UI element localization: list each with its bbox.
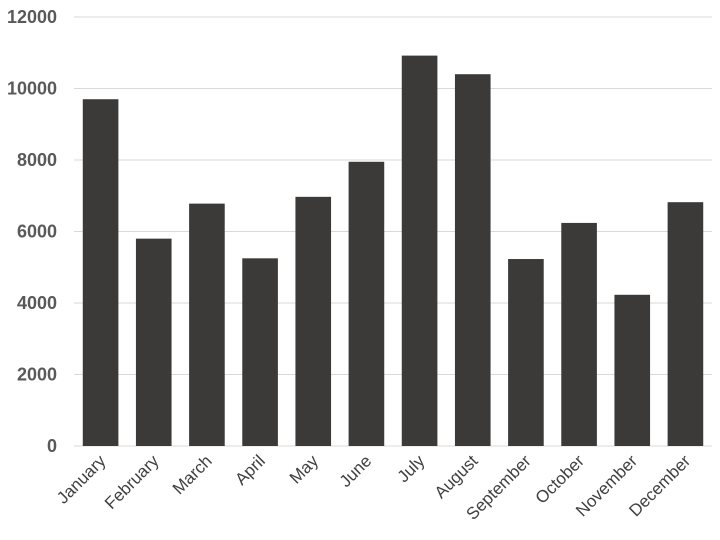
y-tick-label: 10000 (7, 79, 57, 99)
x-tick-label-july: July (394, 451, 429, 486)
y-tick-label: 8000 (17, 150, 57, 170)
x-tick-label-august: August (431, 451, 482, 502)
x-tick-label-june: June (336, 451, 376, 491)
bar-may (295, 197, 331, 446)
bar-november (614, 295, 650, 446)
bars (83, 56, 703, 446)
bar-april (242, 258, 278, 446)
y-tick-label: 12000 (7, 7, 57, 27)
bar-october (561, 223, 597, 446)
bar-march (189, 204, 225, 446)
bar-december (668, 202, 704, 446)
y-tick-label: 0 (47, 436, 57, 456)
x-tick-label-february: February (101, 451, 163, 513)
bar-february (136, 239, 172, 446)
y-tick-label: 4000 (17, 293, 57, 313)
bar-september (508, 259, 544, 446)
y-axis-ticks: 0 2000 4000 6000 8000 10000 12000 (7, 7, 57, 456)
bar-june (349, 162, 385, 446)
x-tick-label-may: May (286, 451, 322, 487)
y-tick-label: 6000 (17, 222, 57, 242)
bar-july (402, 56, 438, 446)
x-tick-label-april: April (231, 451, 268, 488)
x-tick-label-march: March (169, 451, 216, 498)
y-tick-label: 2000 (17, 365, 57, 385)
bar-august (455, 74, 491, 446)
bar-january (83, 99, 119, 446)
